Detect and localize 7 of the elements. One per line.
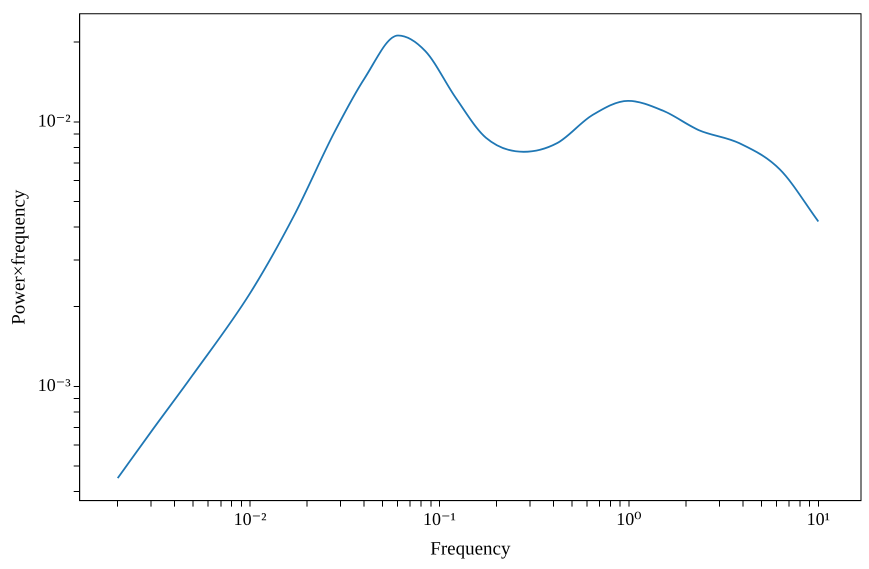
x-tick-label: 10⁻¹ [423, 509, 456, 530]
x-axis-title: Frequency [430, 538, 511, 560]
x-tick-label: 10⁻² [234, 509, 267, 530]
x-tick-label: 10¹ [806, 509, 830, 530]
y-axis-title: Power×frequency [8, 189, 30, 325]
y-tick-label: 10⁻³ [38, 375, 72, 396]
x-tick-label: 10⁰ [616, 509, 642, 530]
